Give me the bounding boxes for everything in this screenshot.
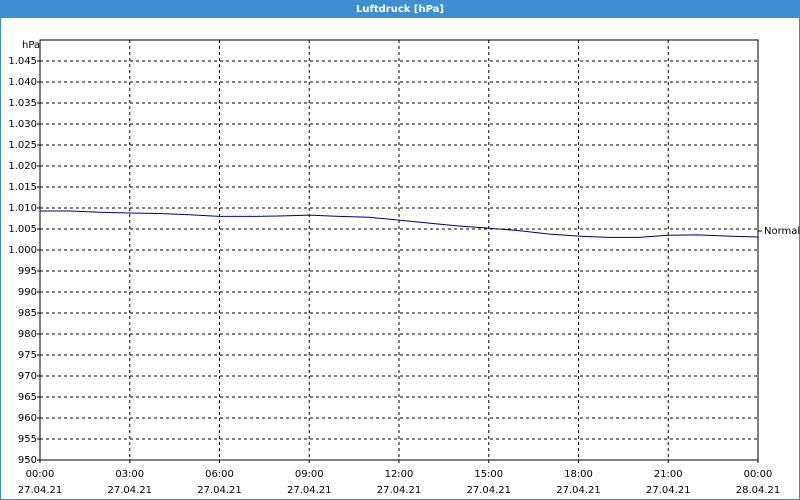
x-tick-label: 15:00 <box>474 469 503 480</box>
y-tick-label: 1.000 <box>8 245 37 256</box>
y-tick-label: 1.020 <box>8 161 37 172</box>
x-tick-label: 12:00 <box>385 469 414 480</box>
x-tick-label: 18:00 <box>564 469 593 480</box>
y-tick-label: 965 <box>18 392 37 403</box>
y-tick-label: 990 <box>18 287 37 298</box>
y-tick-label: 955 <box>18 434 37 445</box>
x-tick-label: 21:00 <box>654 469 683 480</box>
y-tick-label: 1.005 <box>8 224 37 235</box>
y-tick-label: 1.030 <box>8 119 37 130</box>
y-tick-label: 960 <box>18 413 37 424</box>
x-tick-date: 27.04.21 <box>466 485 511 496</box>
y-tick-label: 1.035 <box>8 98 37 109</box>
y-tick-label: 1.045 <box>8 56 37 67</box>
x-tick-date: 27.04.21 <box>18 485 63 496</box>
y-tick-label: 1.015 <box>8 182 37 193</box>
x-tick-label: 00:00 <box>744 469 773 480</box>
y-tick-label: 1.040 <box>8 77 37 88</box>
annotation: Normal <box>764 226 800 237</box>
x-tick-date: 27.04.21 <box>646 485 691 496</box>
y-tick-label: 975 <box>18 350 37 361</box>
y-tick-label: 1.010 <box>8 203 37 214</box>
y-axis-label: hPa <box>22 40 40 51</box>
y-tick-label: 970 <box>18 371 37 382</box>
y-tick-label: 980 <box>18 329 37 340</box>
x-tick-date: 27.04.21 <box>197 485 242 496</box>
y-tick-label: 1.025 <box>8 140 37 151</box>
x-tick-label: 00:00 <box>26 469 55 480</box>
title-bar <box>0 0 800 18</box>
x-tick-date: 27.04.21 <box>107 485 152 496</box>
x-tick-label: 06:00 <box>205 469 234 480</box>
x-tick-date: 27.04.21 <box>556 485 601 496</box>
window-title: Luftdruck [hPa] <box>356 4 444 15</box>
x-tick-label: 09:00 <box>295 469 324 480</box>
y-tick-label: 950 <box>18 455 37 466</box>
x-tick-label: 03:00 <box>115 469 144 480</box>
x-tick-date: 27.04.21 <box>287 485 332 496</box>
line <box>40 210 759 238</box>
y-tick-label: 985 <box>18 308 37 319</box>
x-tick-date: 27.04.21 <box>377 485 422 496</box>
y-tick-label: 995 <box>18 266 37 277</box>
x-tick-date: 28.04.21 <box>736 485 781 496</box>
